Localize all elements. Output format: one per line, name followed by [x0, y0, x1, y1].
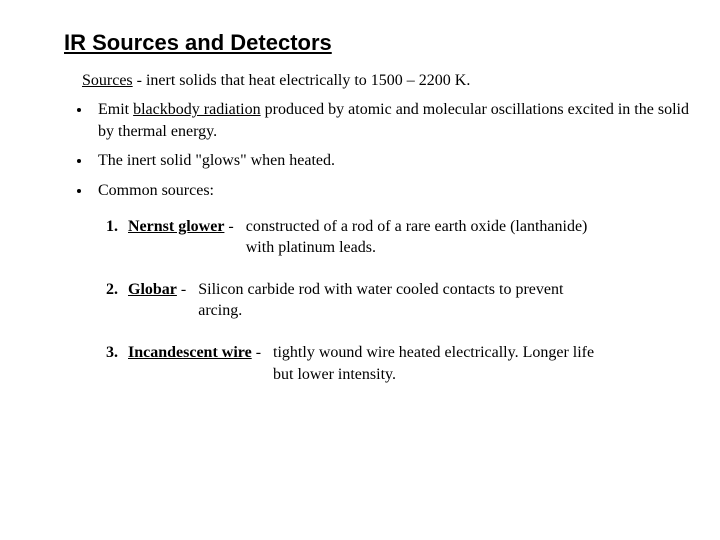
item-desc: Silicon carbide rod with water cooled co… — [198, 279, 563, 322]
bullet-item: The inert solid "glows" when heated. — [92, 150, 690, 172]
item-label: Globar — [128, 281, 177, 298]
item-dash: - — [252, 344, 261, 361]
item-desc: constructed of a rod of a rare earth oxi… — [246, 216, 588, 259]
item-label: Nernst glower — [128, 218, 224, 235]
bullet-text: The inert solid "glows" when heated. — [98, 152, 335, 169]
slide-title: IR Sources and Detectors — [64, 28, 690, 58]
desc-line: tightly wound wire heated electrically. … — [273, 342, 594, 364]
item-desc: tightly wound wire heated electrically. … — [273, 342, 594, 385]
bullet-text: Common sources: — [98, 182, 214, 199]
numbered-list: Nernst glower - constructed of a rod of … — [98, 216, 690, 386]
bullet-underline: blackbody radiation — [133, 101, 261, 118]
bullet-list: Emit blackbody radiation produced by ato… — [70, 99, 690, 385]
desc-line: constructed of a rod of a rare earth oxi… — [246, 216, 588, 238]
sources-heading: Sources — [82, 72, 133, 89]
desc-line: with platinum leads. — [246, 237, 588, 259]
list-item: Incandescent wire - tightly wound wire h… — [128, 342, 690, 385]
list-item: Globar - Silicon carbide rod with water … — [128, 279, 690, 322]
bullet-text: Emit — [98, 101, 133, 118]
bullet-item: Common sources: Nernst glower - construc… — [92, 180, 690, 385]
bullet-item: Emit blackbody radiation produced by ato… — [92, 99, 690, 142]
sources-intro: - inert solids that heat electrically to… — [133, 72, 471, 89]
desc-line: Silicon carbide rod with water cooled co… — [198, 279, 563, 301]
sources-line: Sources - inert solids that heat electri… — [82, 70, 690, 92]
item-dash: - — [224, 218, 233, 235]
desc-line: but lower intensity. — [273, 364, 594, 386]
item-dash: - — [177, 281, 186, 298]
desc-line: arcing. — [198, 300, 563, 322]
slide: IR Sources and Detectors Sources - inert… — [0, 0, 720, 385]
item-label: Incandescent wire — [128, 344, 252, 361]
list-item: Nernst glower - constructed of a rod of … — [128, 216, 690, 259]
